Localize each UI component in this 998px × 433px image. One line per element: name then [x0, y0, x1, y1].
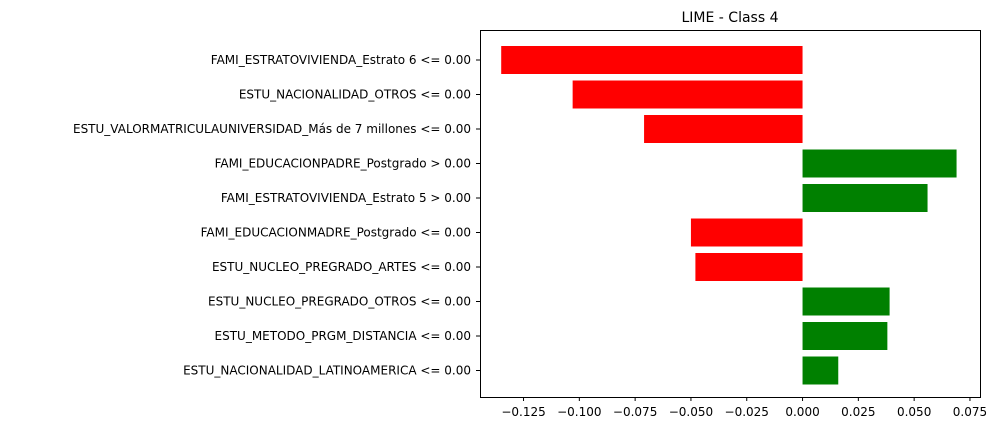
x-tick-label: −0.075 [613, 405, 657, 419]
bar-4 [802, 149, 957, 178]
bar-1 [501, 46, 803, 74]
x-axis: −0.125 −0.100 −0.075 −0.050 −0.025 0.000 0.025… [501, 397, 987, 419]
y-tick-label: FAMI_EDUCACIONMADRE_Postgrado <= 0.00 [201, 226, 471, 240]
bar-6 [690, 218, 803, 247]
x-tick-label: −0.100 [557, 405, 601, 419]
x-tick-label: −0.050 [669, 405, 713, 419]
y-tick-label: ESTU_NUCLEO_PREGRADO_OTROS <= 0.00 [208, 295, 471, 309]
chart-title: LIME - Class 4 [682, 10, 779, 26]
bar-8 [802, 287, 890, 316]
plot-frame [480, 30, 981, 398]
x-tick-label: 0.050 [897, 405, 931, 419]
y-tick-label: ESTU_NACIONALIDAD_LATINOAMERICA <= 0.00 [183, 364, 471, 378]
x-tick-label: 0.025 [841, 405, 875, 419]
bar-7 [695, 253, 803, 281]
y-tick-label: FAMI_ESTRATOVIVIENDA_Estrato 5 > 0.00 [221, 191, 471, 205]
bar-3 [644, 115, 803, 143]
y-tick-label: ESTU_NACIONALIDAD_OTROS <= 0.00 [239, 88, 471, 102]
y-tick-label: FAMI_ESTRATOVIVIENDA_Estrato 6 <= 0.00 [211, 53, 471, 67]
x-tick-label: −0.125 [501, 405, 545, 419]
x-tick-label: 0.000 [785, 405, 819, 419]
y-tick-label: ESTU_VALORMATRICULAUNIVERSIDAD_Más de 7 … [73, 122, 471, 136]
bar-10 [802, 356, 839, 385]
bars-group [501, 46, 957, 385]
bar-9 [802, 322, 888, 350]
x-tick-label: −0.025 [725, 405, 769, 419]
y-tick-label: ESTU_METODO_PRGM_DISTANCIA <= 0.00 [215, 329, 472, 343]
y-tick-label: FAMI_EDUCACIONPADRE_Postgrado > 0.00 [215, 157, 471, 171]
y-tick-label: ESTU_NUCLEO_PREGRADO_ARTES <= 0.00 [212, 260, 471, 274]
x-tick-label: 0.075 [953, 405, 987, 419]
bar-2 [572, 80, 803, 109]
bar-5 [802, 184, 928, 212]
y-tick-labels: FAMI_ESTRATOVIVIENDA_Estrato 6 <= 0.00 ES… [73, 53, 480, 378]
